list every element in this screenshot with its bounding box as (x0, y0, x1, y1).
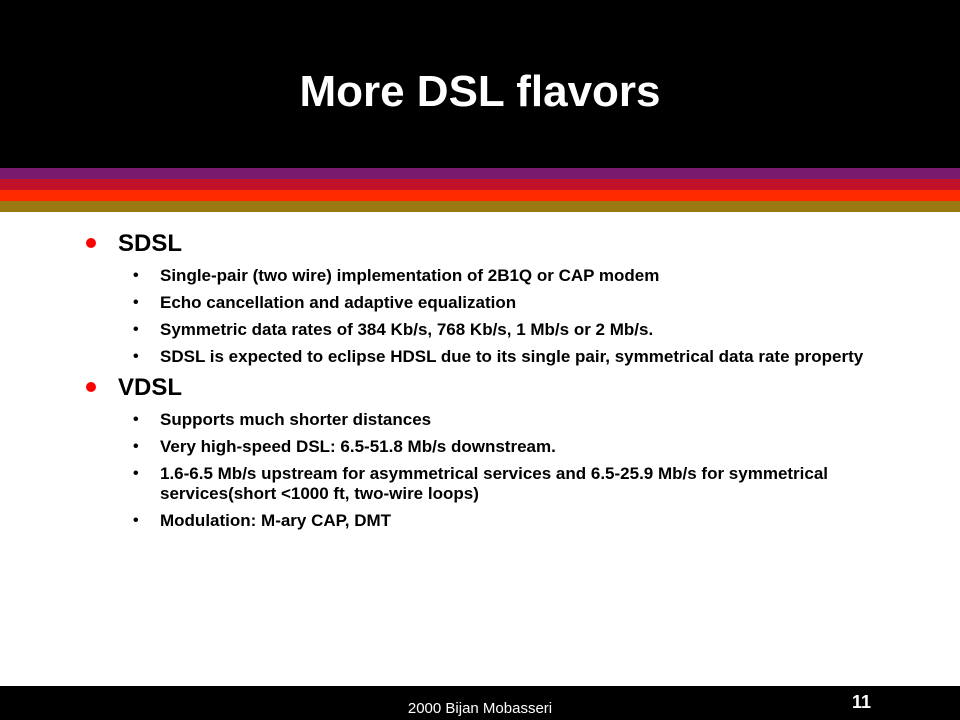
bullet-dot-icon: • (133, 465, 139, 482)
bullet-icon (86, 382, 96, 392)
slide-content: SDSL • Single-pair (two wire) implementat… (0, 230, 960, 538)
list-item-text: 1.6-6.5 Mb/s upstream for asymmetrical s… (160, 464, 829, 503)
bullet-dot-icon: • (133, 411, 139, 428)
title-band: More DSL flavors (0, 0, 960, 168)
bullet-list: • Supports much shorter distances • Very h… (0, 410, 960, 531)
bullet-dot-icon: • (133, 321, 139, 338)
list-item: • Modulation: M-ary CAP, DMT (0, 511, 960, 531)
stripe-1 (0, 168, 960, 179)
list-item-text: Single-pair (two wire) implementation of… (160, 266, 660, 285)
list-item: • SDSL is expected to eclipse HDSL due to… (0, 347, 960, 367)
bullet-icon (86, 238, 96, 248)
list-item-text: Modulation: M-ary CAP, DMT (160, 511, 392, 530)
footer-bar: 2000 Bijan Mobasseri 11 (0, 686, 960, 720)
list-item-text: Supports much shorter distances (160, 410, 432, 429)
list-item: • Supports much shorter distances (0, 410, 960, 430)
bullet-dot-icon: • (133, 294, 139, 311)
list-item-text: Very high-speed DSL: 6.5-51.8 Mb/s downs… (160, 437, 556, 456)
list-item: • Echo cancellation and adaptive equaliza… (0, 293, 960, 313)
stripe-4 (0, 201, 960, 212)
list-item: • Very high-speed DSL: 6.5-51.8 Mb/s down… (0, 437, 960, 457)
page-number: 11 (852, 692, 872, 712)
section-title: VDSL (118, 374, 183, 401)
section-title: SDSL (118, 230, 183, 257)
bullet-dot-icon: • (133, 512, 139, 529)
list-item-text: Echo cancellation and adaptive equalizat… (160, 293, 517, 312)
bullet-dot-icon: • (133, 438, 139, 455)
section-heading: VDSL (0, 374, 960, 404)
color-stripes (0, 168, 960, 212)
section-heading: SDSL (0, 230, 960, 260)
list-item-text: Symmetric data rates of 384 Kb/s, 768 Kb… (160, 320, 654, 339)
stripe-3 (0, 190, 960, 201)
bullet-list: • Single-pair (two wire) implementation o… (0, 266, 960, 367)
list-item: • Single-pair (two wire) implementation o… (0, 266, 960, 286)
bullet-dot-icon: • (133, 267, 139, 284)
footer-author: 2000 Bijan Mobasseri (407, 700, 553, 717)
list-item-text: SDSL is expected to eclipse HDSL due to … (160, 347, 864, 366)
stripe-2 (0, 179, 960, 190)
bullet-dot-icon: • (133, 348, 139, 365)
list-item: • 1.6-6.5 Mb/s upstream for asymmetrical … (0, 464, 960, 504)
slide-title: More DSL flavors (299, 67, 661, 116)
list-item: • Symmetric data rates of 384 Kb/s, 768 K… (0, 320, 960, 340)
section-sdsl: SDSL • Single-pair (two wire) implementat… (0, 230, 960, 367)
section-vdsl: VDSL • Supports much shorter distances • V… (0, 374, 960, 531)
